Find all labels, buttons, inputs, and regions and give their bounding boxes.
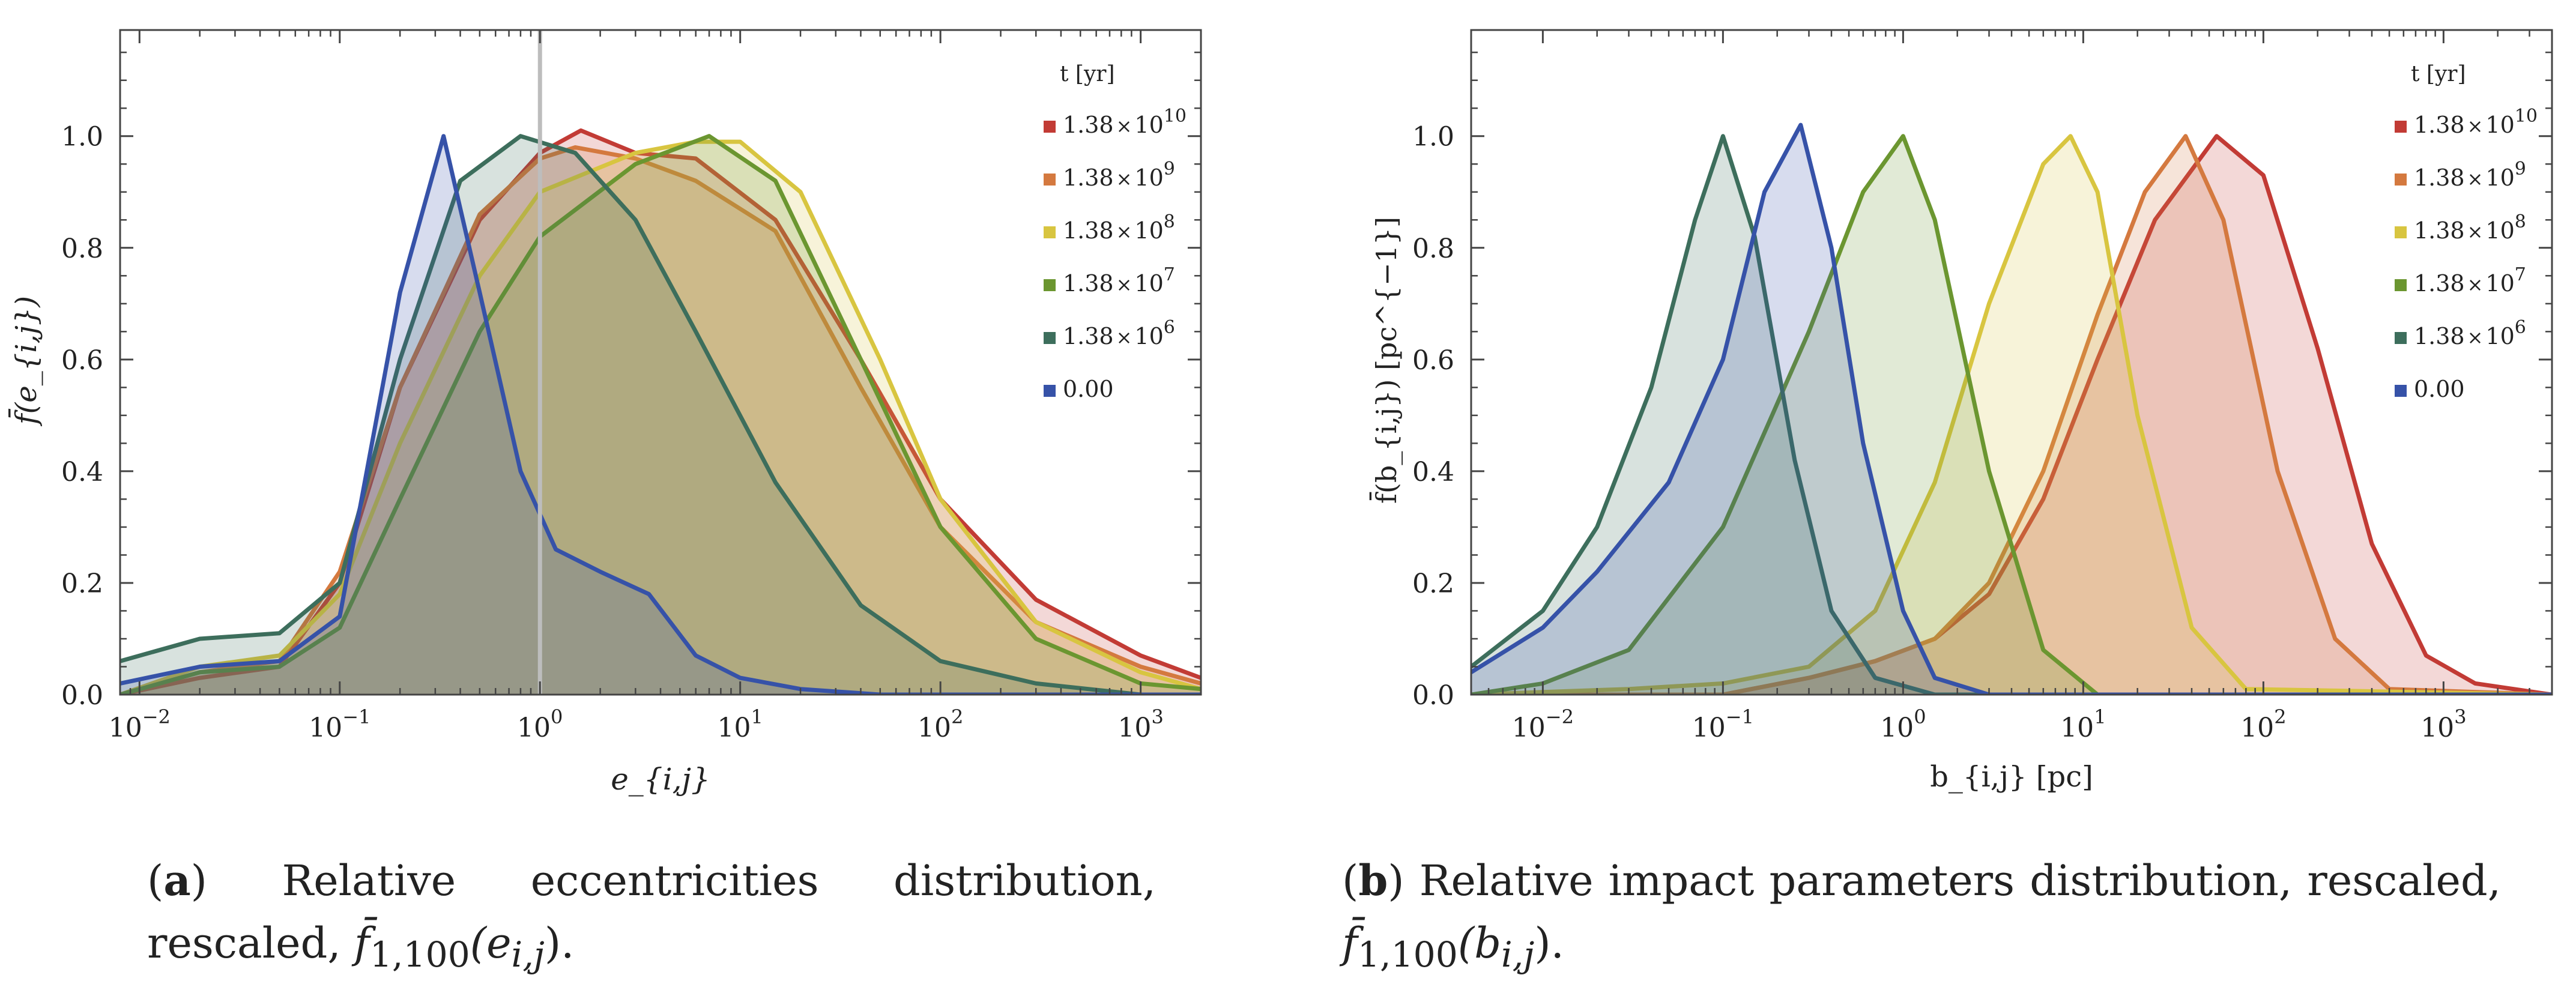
legend-label-1.38e6: 1.38 × 106 (1063, 317, 1175, 349)
y-tick-label: 0.8 (61, 234, 103, 264)
series-line-1.38e7 (1471, 134, 2552, 695)
series-area-1.38e8 (120, 142, 1201, 695)
caption-tail: ). (1534, 919, 1564, 968)
x-tick-label: 100 (1880, 705, 1926, 743)
legend-label-1.38e8: 1.38 × 108 (1063, 211, 1175, 244)
y-tick-label: 1.0 (1412, 122, 1454, 152)
x-tick-label: 102 (2240, 705, 2286, 743)
series-line-0 (1471, 122, 2552, 695)
legend-swatch-1.38e9 (1044, 174, 1056, 186)
legend-swatch-0 (2395, 385, 2407, 397)
y-tick-label: 0.8 (1412, 234, 1454, 264)
y-tick-label: 0.4 (61, 457, 103, 487)
caption-text: Relative eccentricities distribution, re… (147, 856, 1156, 968)
caption-arg: (e (470, 919, 512, 968)
series-line-1.38e9 (1471, 134, 2552, 695)
caption-argsub: i,j (511, 934, 545, 975)
x-tick-label: 102 (918, 705, 963, 743)
series-line-1.38e9 (120, 145, 1201, 695)
x-axis-label: e_{i,j} (611, 762, 710, 797)
caption-letter: b (1358, 856, 1388, 905)
figure: 0.0 0.2 0.4 0.6 0.8 1.0 10−2 10−1 100 101 102 103 f… (8, 29, 2553, 797)
x-tick-label: 101 (2060, 705, 2106, 743)
legend-title: t [yr] (1060, 62, 1115, 86)
legend-label-0: 0.00 (2414, 376, 2465, 402)
caption-b: (b) Relative impact parameters distribut… (1342, 856, 2501, 975)
series-area-0 (1471, 125, 2552, 695)
y-axis-label: f̄(e_{i,j}) (8, 296, 43, 426)
x-tick-label: 10−2 (109, 705, 171, 743)
legend-label-1.38e6: 1.38 × 106 (2414, 317, 2526, 349)
legend-label-0: 0.00 (1063, 376, 1114, 402)
series-area-0 (120, 136, 1201, 695)
y-tick-label: 0.6 (1412, 345, 1454, 376)
legend-swatch-1.38e6 (2395, 332, 2407, 344)
y-tick-label: 0.2 (1412, 569, 1454, 599)
series-area-1.38e10 (120, 130, 1201, 695)
legend-label-1.38e7: 1.38 × 107 (1063, 264, 1175, 297)
series-line-1.38e6 (120, 134, 1201, 695)
x-axis-label: b_{i,j} [pc] (1930, 760, 2093, 794)
x-tick-label: 103 (2420, 705, 2466, 743)
caption-sub: 1,100 (1357, 934, 1458, 975)
legend-label-1.38e7: 1.38 × 107 (2414, 264, 2526, 297)
y-tick-label: 0.4 (1412, 457, 1454, 487)
legend-label-1.38e10: 1.38 × 1010 (1063, 106, 1187, 138)
series-line-1.38e8 (1471, 134, 2552, 695)
y-tick-label: 0.2 (61, 569, 103, 599)
legend-swatch-1.38e7 (1044, 279, 1056, 291)
caption-sub: 1,100 (369, 934, 470, 975)
series-area-1.38e8 (1471, 136, 2552, 695)
legend: t [yr] 1.38 × 1010 1.38 × 109 1.38 × 108 1.38 × 107 1… (1044, 62, 1187, 402)
series-area-1.38e7 (1471, 136, 2552, 695)
caption-tail: ). (544, 919, 575, 968)
series-line-1.38e6 (1471, 134, 2552, 695)
series-line-1.38e8 (120, 139, 1201, 695)
caption-letter: a (163, 856, 191, 905)
legend-label-1.38e9: 1.38 × 109 (2414, 158, 2526, 191)
x-tick-label: 10−1 (1692, 705, 1754, 743)
panel-b-impact-parameter-chart: 0.0 0.2 0.4 0.6 0.8 1.0 10−2 10−1 100 101 102 103 f… (1368, 29, 2553, 794)
legend-title: t [yr] (2411, 62, 2466, 86)
series-area-1.38e6 (120, 136, 1201, 695)
panel-a-eccentricity-chart: 0.0 0.2 0.4 0.6 0.8 1.0 10−2 10−1 100 101 102 103 f… (8, 29, 1202, 797)
x-tick-label: 100 (517, 705, 563, 743)
caption-math: f̄ (1342, 919, 1358, 968)
caption-math: f̄ (354, 919, 370, 968)
y-axis-label: f̄(b_{i,j}) [pc^{−1}] (1368, 217, 1403, 504)
y-tick-label: 0.0 (1412, 680, 1454, 711)
legend-swatch-1.38e10 (1044, 121, 1056, 133)
legend-label-1.38e8: 1.38 × 108 (2414, 211, 2526, 244)
x-tick-label: 10−2 (1512, 705, 1574, 743)
x-tick-label: 103 (1117, 705, 1163, 743)
legend-label-1.38e10: 1.38 × 1010 (2414, 106, 2538, 138)
series-line-1.38e7 (120, 134, 1201, 695)
legend-label-1.38e9: 1.38 × 109 (1063, 158, 1175, 191)
legend-swatch-1.38e9 (2395, 174, 2407, 186)
series-area-1.38e10 (1471, 136, 2552, 695)
series-area-1.38e9 (1471, 136, 2552, 695)
x-tick-label: 10−1 (309, 705, 370, 743)
x-tick-label: 101 (718, 705, 763, 743)
caption-argsub: i,j (1501, 934, 1535, 975)
caption-text: Relative impact parameters distribution,… (1404, 856, 2501, 905)
caption-arg: (b (1457, 919, 1502, 968)
legend-swatch-1.38e10 (2395, 121, 2407, 133)
legend-swatch-1.38e6 (1044, 332, 1056, 344)
series-area-1.38e7 (120, 136, 1201, 695)
y-tick-label: 1.0 (61, 122, 103, 152)
legend-swatch-0 (1044, 385, 1056, 397)
series-area-1.38e6 (1471, 136, 2552, 695)
legend-swatch-1.38e7 (2395, 279, 2407, 291)
legend-swatch-1.38e8 (1044, 226, 1056, 238)
series-area-1.38e9 (120, 147, 1201, 695)
legend: t [yr] 1.38 × 1010 1.38 × 109 1.38 × 108 1.38 × 107 1… (2395, 62, 2538, 402)
y-tick-label: 0.6 (61, 345, 103, 376)
y-tick-label: 0.0 (61, 680, 103, 711)
legend-swatch-1.38e8 (2395, 226, 2407, 238)
caption-a: (a) Relative eccentricities distribution… (147, 856, 1156, 975)
